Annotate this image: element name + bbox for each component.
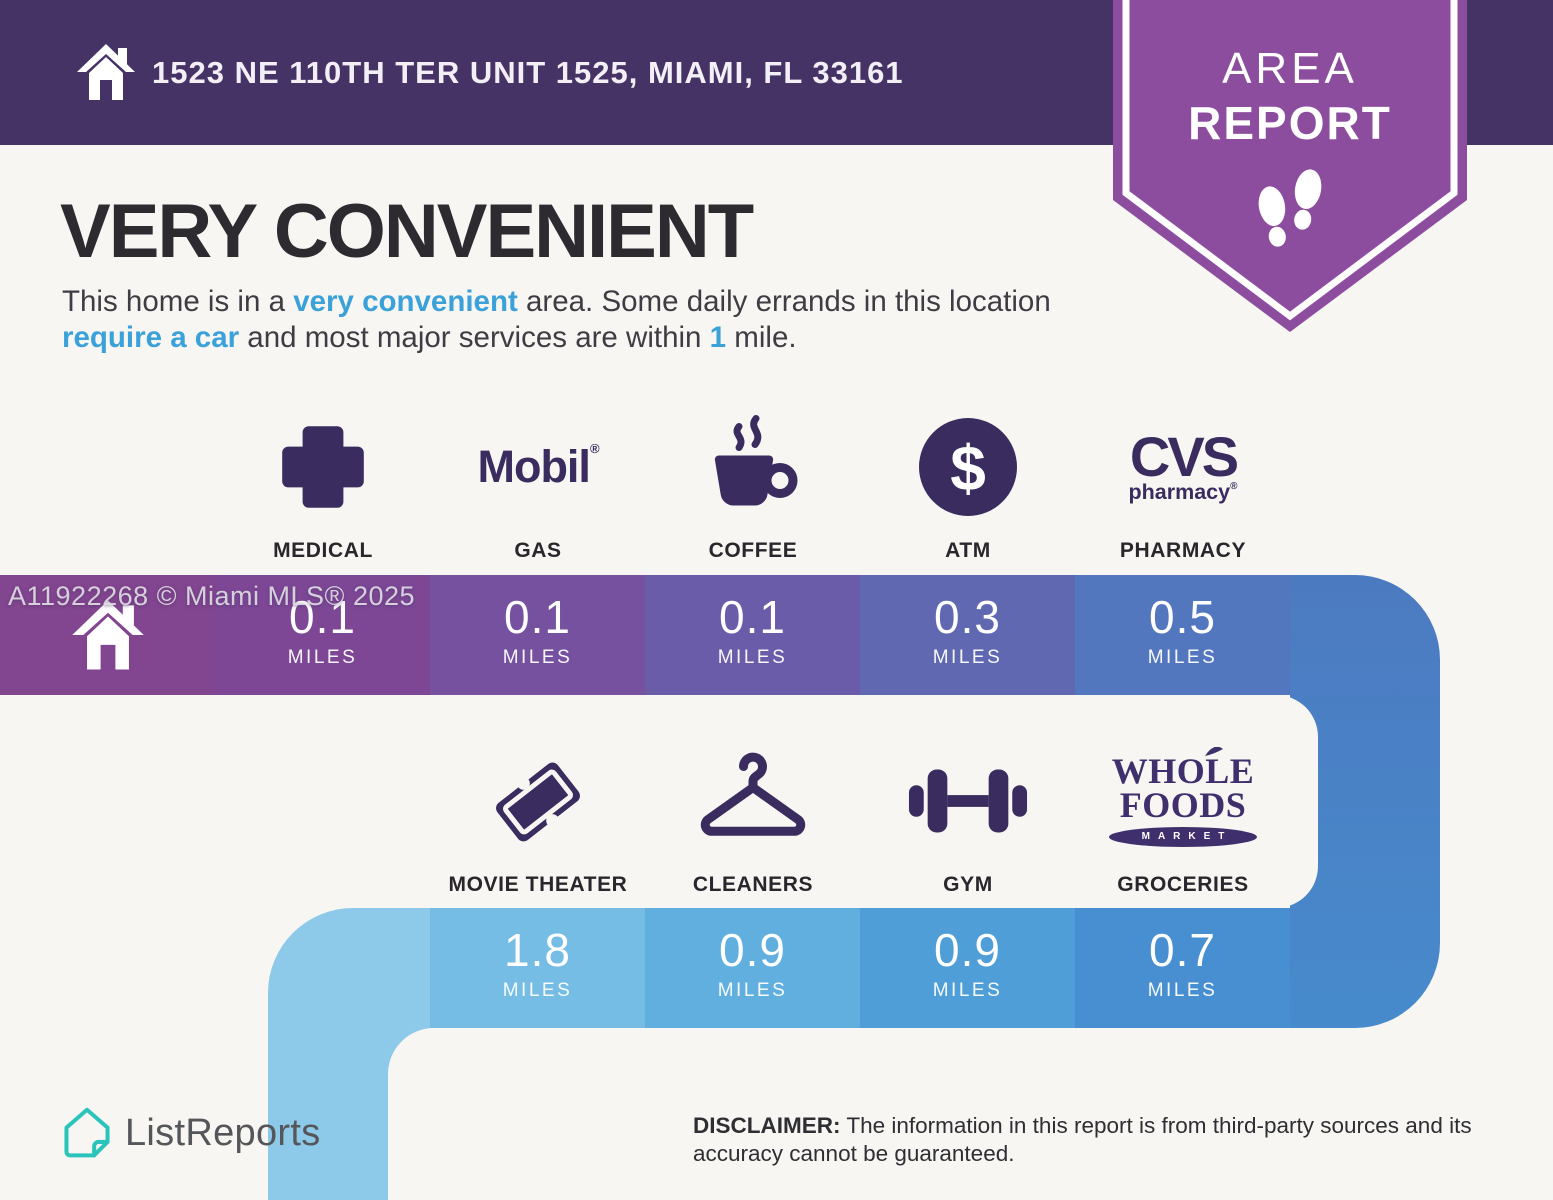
distance-band-row2: 1.8 MILES 0.9 MILES 0.9 MILES 0.7 MILES [430, 908, 1290, 1028]
amenity-pharmacy: CVS pharmacy® PHARMACY [1075, 408, 1291, 563]
distance-value: 0.9 [934, 924, 1001, 976]
whole-foods-market-pill: MARKET [1109, 826, 1257, 847]
disclaimer-text: The information in this report is from t… [693, 1113, 1472, 1167]
leaf-icon [1205, 747, 1223, 757]
amenity-label: CLEANERS [692, 873, 814, 896]
distance-unit: MILES [717, 980, 788, 1001]
distance-segment: 0.3 MILES [860, 575, 1075, 695]
home-icon [71, 600, 144, 670]
distance-value: 0.1 [504, 591, 571, 643]
route-inner-gap [0, 695, 1318, 908]
description-text: and most major services are within [239, 320, 710, 354]
amenity-label: GAS [514, 539, 562, 562]
distance-unit: MILES [502, 980, 573, 1001]
description-text: This home is in a [62, 285, 294, 318]
amenity-cleaners: CLEANERS [645, 742, 861, 897]
registered-mark: ® [589, 441, 600, 456]
home-segment [0, 575, 215, 695]
clothes-hanger-icon [700, 752, 806, 836]
amenity-coffee: COFFEE [645, 408, 861, 563]
amenity-label: MOVIE THEATER [448, 873, 628, 896]
listreports-house-icon [64, 1107, 110, 1158]
distance-segment: 0.9 MILES [860, 908, 1075, 1028]
amenity-atm: $ ATM [860, 408, 1076, 563]
walkability-description: This home is in a very convenient area. … [62, 284, 1122, 356]
distance-unit: MILES [932, 980, 1003, 1001]
mobil-logo: Mobil® [477, 441, 600, 492]
badge-ribbon-shape [1113, 0, 1467, 332]
home-icon [77, 44, 135, 100]
distance-value: 0.1 [289, 591, 356, 643]
medical-cross-icon [282, 426, 364, 508]
amenity-groceries: WHOLE FOODS MARKET GROCERIES [1075, 742, 1291, 897]
svg-text:$: $ [950, 432, 986, 504]
disclaimer-label: DISCLAIMER: [693, 1113, 841, 1138]
badge-title-area: AREA [1222, 44, 1358, 93]
area-report-badge: AREA REPORT [1113, 0, 1467, 335]
dumbbell-icon [908, 769, 1028, 833]
disclaimer: DISCLAIMER: The information in this repo… [693, 1112, 1503, 1169]
distance-segment: 0.1 MILES [430, 575, 645, 695]
amenity-label: GROCERIES [1117, 873, 1249, 896]
distance-value: 0.5 [1149, 591, 1216, 643]
badge-title-report: REPORT [1188, 97, 1392, 149]
distance-unit: MILES [1147, 647, 1218, 668]
whole-foods-logo: WHOLE FOODS MARKET [1109, 747, 1257, 847]
description-text: mile. [726, 320, 797, 354]
distance-unit: MILES [932, 647, 1003, 668]
badge-title: AREA REPORT [1113, 44, 1467, 150]
amenity-gas: Mobil® GAS [430, 408, 646, 563]
listreports-wordmark: ListReports [125, 1111, 321, 1154]
distance-value: 0.1 [719, 591, 786, 643]
distance-value: 0.7 [1149, 924, 1216, 976]
property-address: 1523 NE 110TH TER UNIT 1525, MIAMI, FL 3… [152, 54, 904, 90]
distance-segment: 0.7 MILES [1075, 908, 1290, 1028]
footprints-icon [1258, 169, 1322, 247]
distance-segment: 0.1 MILES [215, 575, 430, 695]
amenity-label: ATM [945, 539, 991, 562]
movie-ticket-icon [496, 762, 580, 842]
amenity-label: GYM [943, 873, 993, 896]
cvs-pharmacy-logo: CVS pharmacy® [1128, 424, 1240, 505]
distance-segment: 1.8 MILES [430, 908, 645, 1028]
distance-band-row1: 0.1 MILES 0.1 MILES 0.1 MILES 0.3 MILES … [0, 575, 1290, 695]
distance-segment: 0.9 MILES [645, 908, 860, 1028]
distance-segment: 0.1 MILES [645, 575, 860, 695]
amenity-medical: MEDICAL [215, 408, 431, 563]
distance-segment: 0.5 MILES [1075, 575, 1290, 695]
distance-value: 0.9 [719, 924, 786, 976]
distance-unit: MILES [502, 647, 573, 668]
dollar-sign-icon: $ [919, 418, 1017, 516]
amenity-gym: GYM [860, 742, 1076, 897]
description-highlight: very convenient [293, 285, 518, 318]
distance-unit: MILES [1147, 980, 1218, 1001]
distance-unit: MILES [717, 647, 788, 668]
mls-watermark: A11922268 © Miami MLS® 2025 [8, 581, 416, 611]
registered-mark: ® [1230, 481, 1238, 493]
route-bottom-gap [388, 1028, 1553, 1200]
amenity-label: COFFEE [708, 539, 798, 562]
description-highlight: 1 [709, 320, 727, 354]
walkability-headline: VERY CONVENIENT [60, 189, 754, 274]
amenity-movie-theater: MOVIE THEATER [430, 742, 646, 897]
amenity-label: PHARMACY [1119, 539, 1247, 562]
distance-unit: MILES [287, 647, 358, 668]
distance-value: 1.8 [504, 924, 571, 976]
description-highlight: require a car [62, 320, 240, 354]
description-text: area. Some daily errands in this locatio… [517, 285, 1051, 318]
listreports-brand: ListReports [62, 1106, 321, 1160]
amenity-label: MEDICAL [273, 539, 373, 562]
distance-value: 0.3 [934, 591, 1001, 643]
coffee-cup-icon [714, 415, 798, 506]
